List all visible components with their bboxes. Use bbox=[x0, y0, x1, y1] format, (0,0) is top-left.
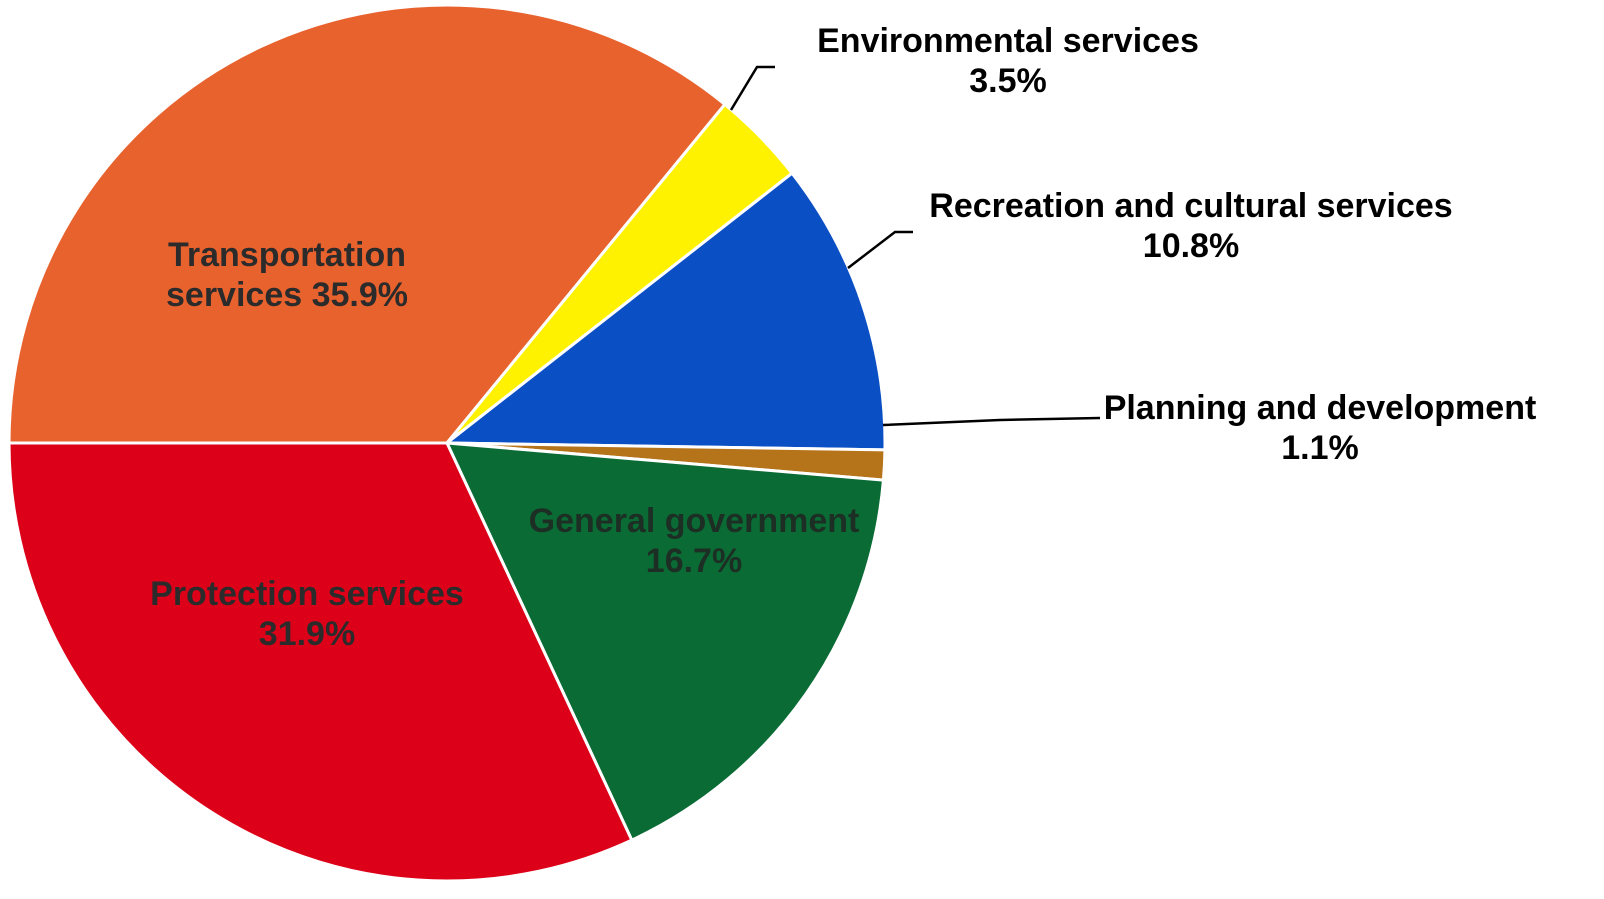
slice-label-protection-services: Protection services 31.9% bbox=[150, 575, 464, 653]
slice-label-general-government: General government 16.7% bbox=[529, 502, 860, 580]
slice-label-line: Transportation bbox=[168, 236, 406, 274]
leader-lines bbox=[729, 65, 1101, 427]
leader-line-planning-and-development bbox=[882, 416, 1101, 427]
leader-line-environmental-services bbox=[729, 65, 775, 111]
slice-label-line: Environmental services bbox=[817, 22, 1199, 60]
slice-label-line: General government bbox=[529, 502, 860, 540]
pie-slice-transportation-services bbox=[7, 3, 727, 445]
pie-slices bbox=[7, 3, 887, 883]
slice-label-line: 10.8% bbox=[1143, 227, 1239, 265]
slice-label-line: 3.5% bbox=[969, 62, 1047, 100]
slice-label-line: Planning and development bbox=[1104, 389, 1537, 427]
slice-label-environmental-services: Environmental services 3.5% bbox=[817, 22, 1199, 100]
slice-label-line: Protection services bbox=[150, 575, 464, 613]
slice-label-planning-and-development: Planning and development 1.1% bbox=[1104, 389, 1537, 467]
pie-slice-general-government bbox=[445, 441, 885, 842]
leader-line-recreation-and-cultural-services bbox=[847, 230, 913, 269]
pie-slice-recreation-and-cultural-services bbox=[445, 171, 887, 452]
slice-labels: Transportation services 35.9% Environmenta… bbox=[150, 22, 1536, 653]
slice-label-line: services 35.9% bbox=[166, 276, 408, 314]
slice-label-recreation-and-cultural-services: Recreation and cultural services 10.8% bbox=[929, 187, 1452, 265]
slice-label-line: 1.1% bbox=[1281, 429, 1359, 467]
slice-label-line: 31.9% bbox=[259, 615, 355, 653]
slice-label-transportation-services: Transportation services 35.9% bbox=[166, 236, 408, 314]
pie-slice-protection-services bbox=[7, 441, 634, 883]
slice-label-line: 16.7% bbox=[646, 542, 742, 580]
slice-label-line: Recreation and cultural services bbox=[929, 187, 1452, 225]
